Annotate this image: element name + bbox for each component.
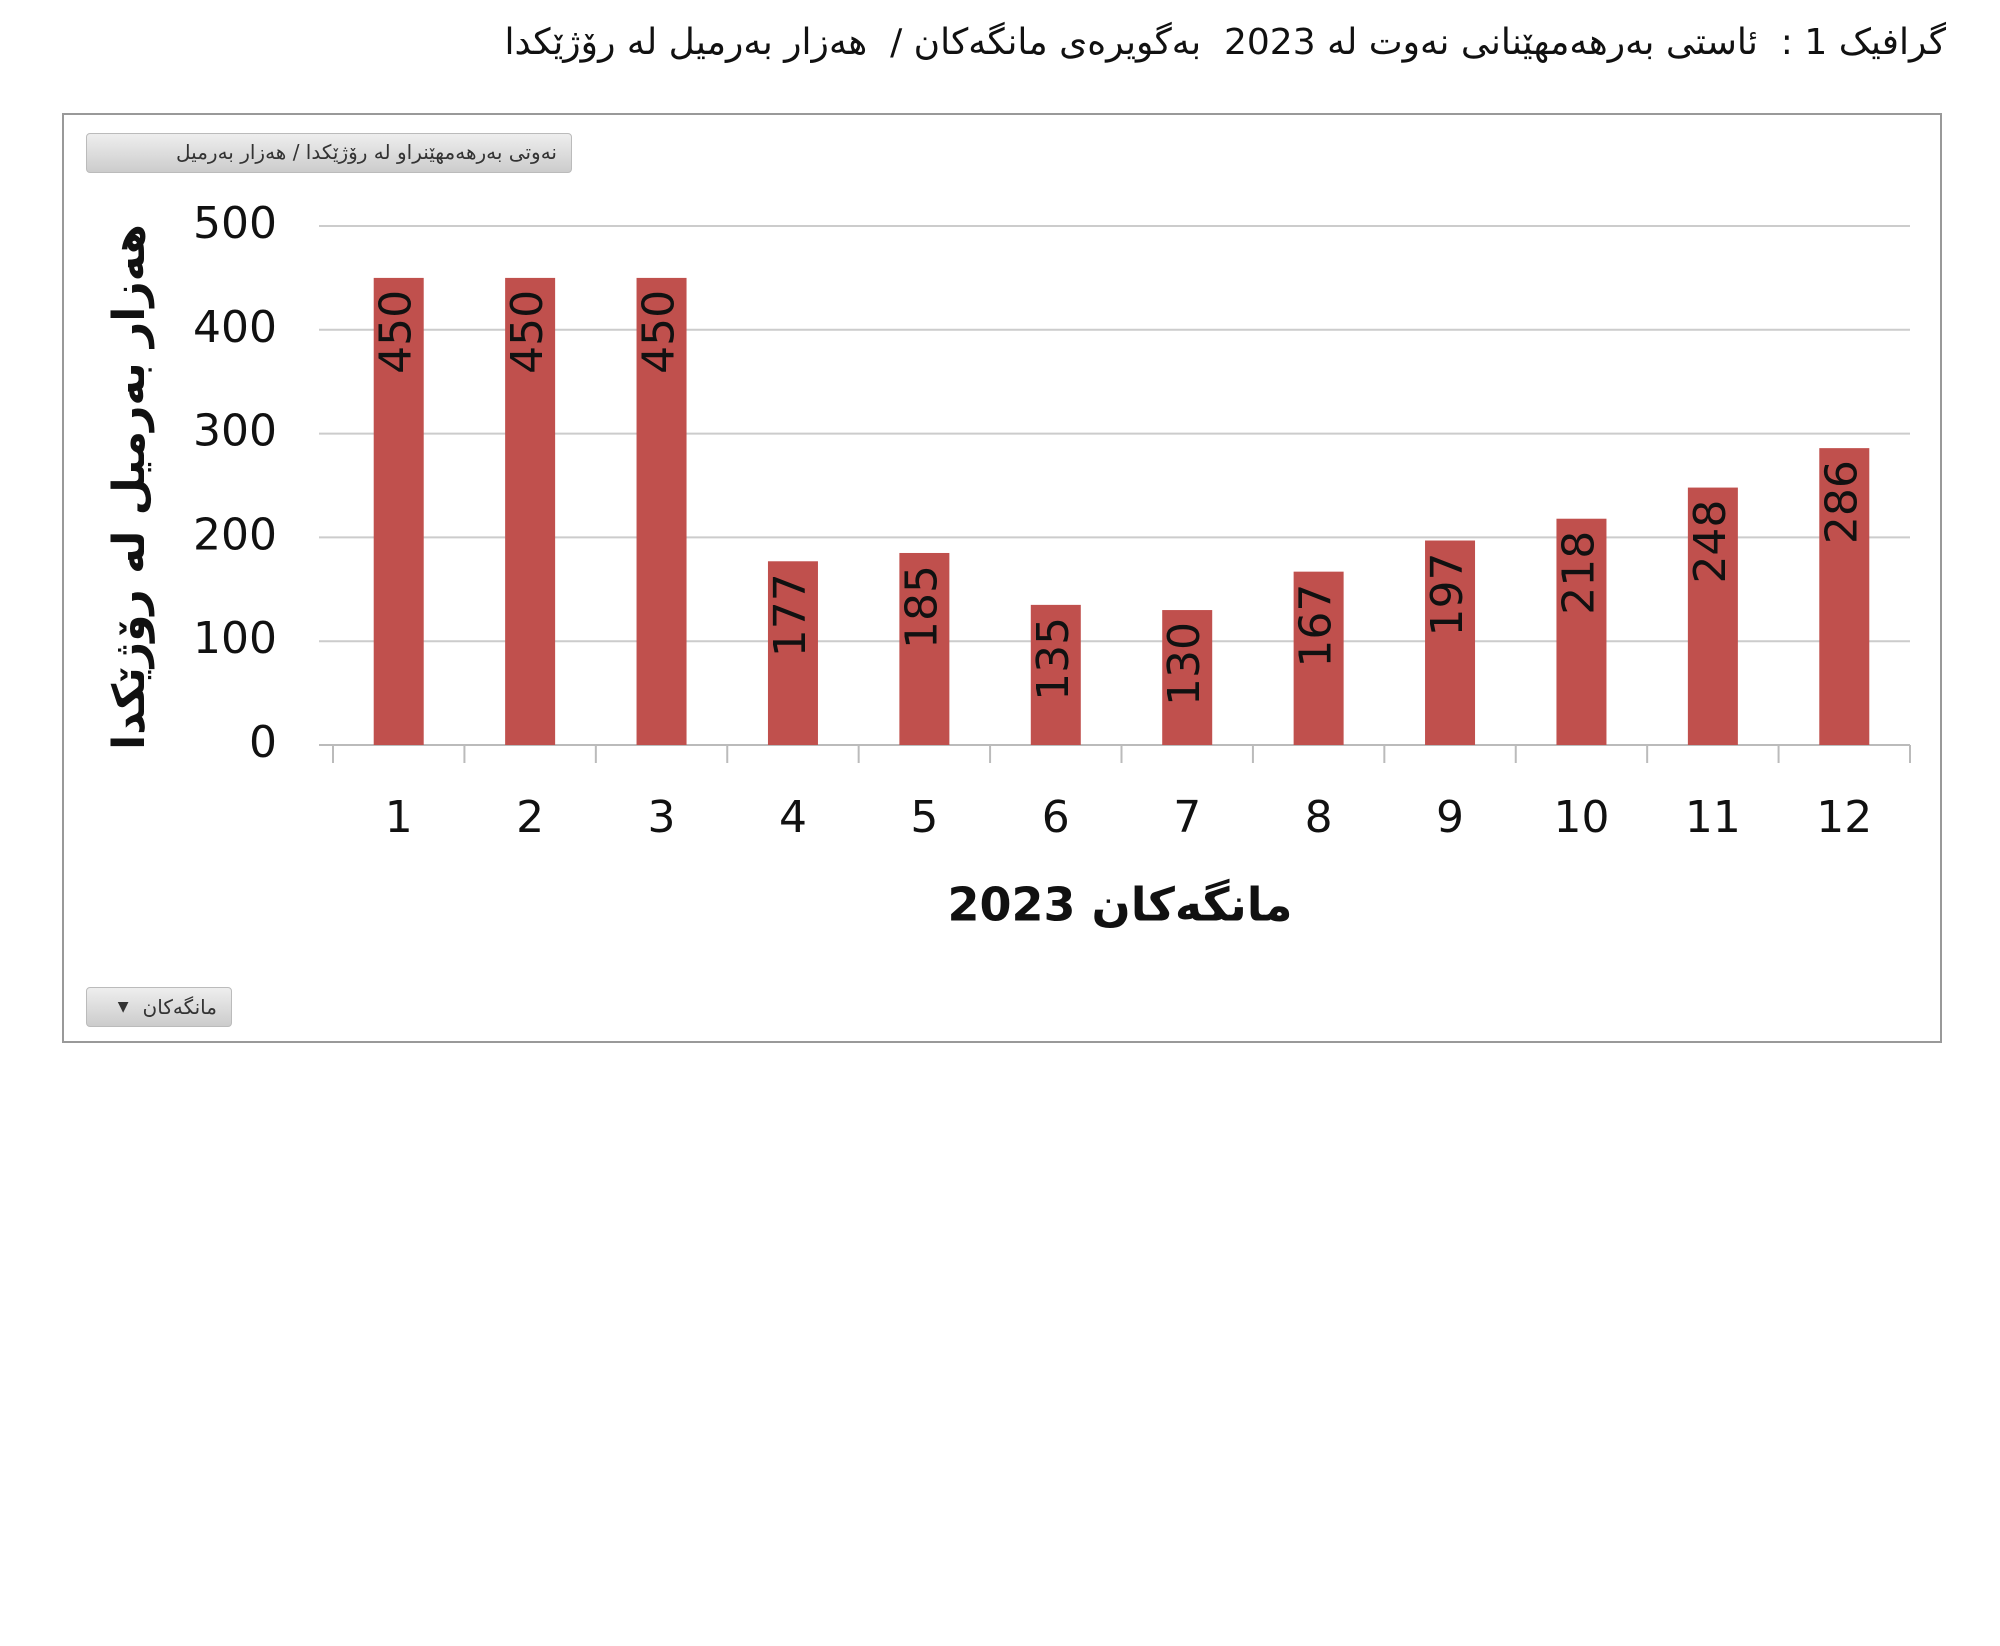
filter-button[interactable]: مانگەکان ▼ xyxy=(86,987,232,1027)
y-tick-label: 200 xyxy=(193,509,277,560)
data-label: 177 xyxy=(765,573,816,657)
data-label: 450 xyxy=(502,290,553,374)
x-tick-label: 11 xyxy=(1685,792,1741,843)
data-label: 197 xyxy=(1422,553,1473,637)
bar xyxy=(1030,604,1081,745)
bar xyxy=(1819,448,1870,745)
dropdown-arrow: ▼ xyxy=(117,999,129,1015)
x-tick-label: 5 xyxy=(910,792,938,843)
chart-title: گرافیک 1 : ئاستی بەرهەمهێنانی نەوت لە 20… xyxy=(504,22,1947,63)
data-label: 185 xyxy=(896,565,947,649)
bar xyxy=(373,277,424,745)
x-tick-label: 9 xyxy=(1436,792,1464,843)
x-axis-title: مانگەکان 2023 xyxy=(947,878,1292,932)
y-tick-label: 500 xyxy=(193,198,277,249)
x-tick-label: 4 xyxy=(779,792,807,843)
x-tick-label: 7 xyxy=(1173,792,1201,843)
data-label: 167 xyxy=(1291,584,1342,668)
bar xyxy=(1425,540,1476,745)
x-tick-label: 6 xyxy=(1042,792,1070,843)
y-tick-label: 400 xyxy=(193,302,277,353)
x-tick-label: 10 xyxy=(1553,792,1609,843)
bar xyxy=(1293,571,1344,745)
y-tick-label: 100 xyxy=(193,613,277,664)
data-label: 286 xyxy=(1816,460,1867,544)
filter-label: مانگەکان xyxy=(142,995,217,1019)
data-label: 450 xyxy=(371,290,422,374)
x-tick-label: 1 xyxy=(385,792,413,843)
y-tick-label: 300 xyxy=(193,406,277,457)
y-axis-title: هەزار بەرمیل لە رۆژێکدا xyxy=(104,224,155,750)
bar xyxy=(767,561,818,745)
data-label: 450 xyxy=(634,290,685,374)
data-label: 218 xyxy=(1553,531,1604,615)
x-tick-label: 8 xyxy=(1305,792,1333,843)
bar xyxy=(1162,610,1213,745)
data-label: 130 xyxy=(1159,622,1210,706)
legend-button[interactable]: نەوتی بەرهەمهێنراو لە رۆژێکدا / هەزار بە… xyxy=(86,133,572,173)
x-tick-label: 3 xyxy=(648,792,676,843)
bar xyxy=(899,552,950,745)
x-tick-label: 2 xyxy=(516,792,544,843)
data-label: 248 xyxy=(1685,500,1736,584)
bar xyxy=(1687,487,1738,745)
data-label: 135 xyxy=(1028,617,1079,701)
bar xyxy=(636,277,687,745)
bar xyxy=(1556,518,1607,745)
x-tick-label: 12 xyxy=(1816,792,1872,843)
y-tick-label: 0 xyxy=(249,717,277,768)
chart-frame xyxy=(62,113,1942,1043)
bar xyxy=(505,277,556,745)
